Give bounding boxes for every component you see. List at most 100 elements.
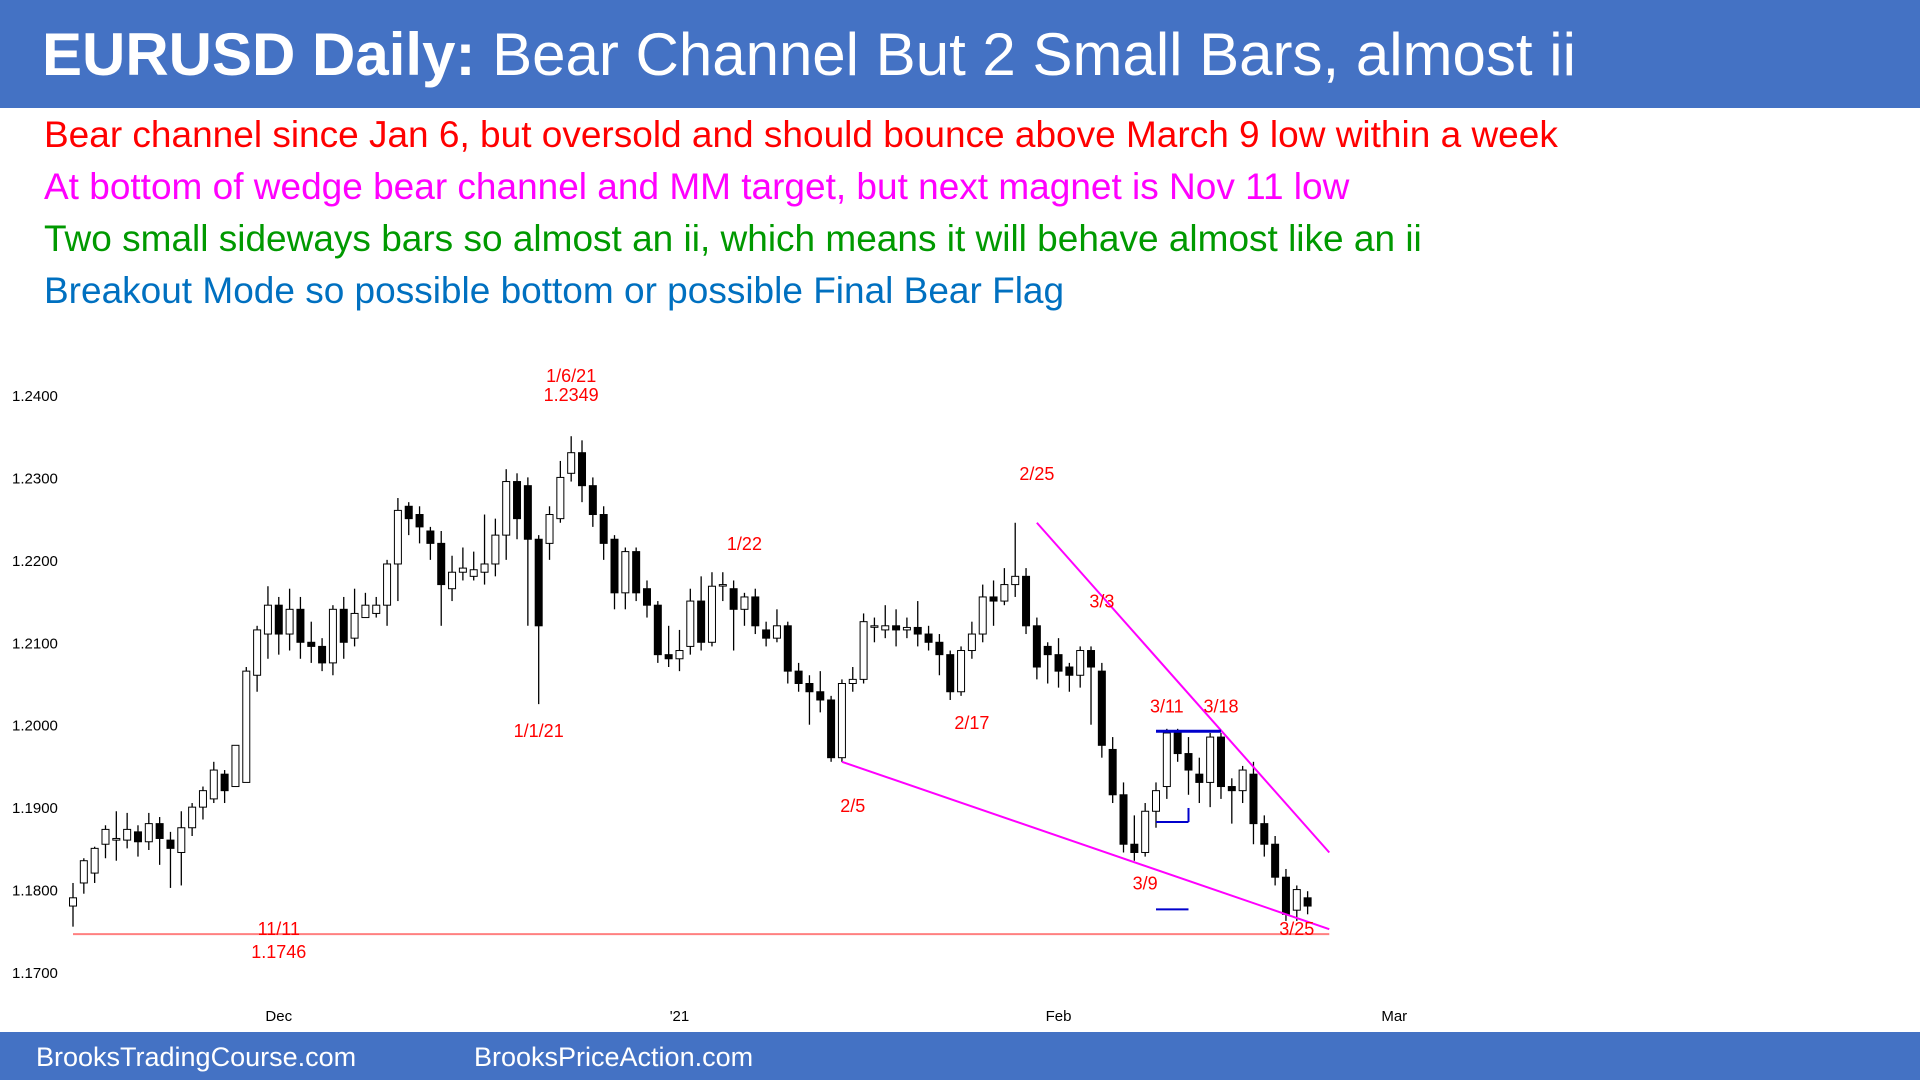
bear-candle — [827, 699, 836, 759]
y-tick-label: 1.2200 — [12, 553, 58, 570]
y-tick-label: 1.1800 — [12, 883, 58, 900]
bear-candle — [415, 514, 424, 528]
bear-candle — [946, 654, 955, 693]
y-tick-label: 1.2100 — [12, 635, 58, 652]
bear-candle — [913, 626, 922, 635]
bear-candle — [1216, 736, 1225, 788]
y-tick-label: 1.2000 — [12, 718, 58, 735]
bear-candle — [1130, 843, 1139, 853]
footer-banner: BrooksTradingCourse.com BrooksPriceActio… — [0, 1032, 1920, 1080]
bull-candle — [957, 650, 966, 693]
bear-candle — [751, 596, 760, 627]
chart-annotation: 2/17 — [954, 713, 989, 733]
title-symbol: EURUSD Daily: — [42, 21, 476, 88]
bull-candle — [188, 806, 197, 829]
bear-candle — [599, 514, 608, 544]
bear-candle — [437, 542, 446, 586]
bull-candle — [209, 769, 218, 800]
chart-annotation: 1/1/21 — [514, 721, 564, 741]
page-title: EURUSD Daily: Bear Channel But 2 Small B… — [42, 22, 1576, 88]
bear-candle — [642, 588, 651, 606]
chart-annotation: 2/5 — [840, 796, 865, 816]
chart-annotation: 1/22 — [727, 534, 762, 554]
bear-candle — [534, 538, 543, 627]
bull-candle — [837, 683, 846, 759]
bull-candle — [361, 604, 370, 619]
bull-candle — [90, 847, 99, 874]
bull-candle — [198, 790, 207, 808]
bear-candle — [1303, 897, 1312, 907]
bull-candle — [967, 633, 976, 652]
x-tick-label: Dec — [265, 1008, 292, 1025]
y-tick-label: 1.2300 — [12, 470, 58, 487]
bear-candle — [1108, 748, 1117, 796]
bull-candle — [1292, 889, 1301, 911]
bull-candle — [902, 626, 911, 631]
bear-candle — [935, 641, 944, 656]
bull-candle — [545, 514, 554, 544]
bull-candle — [740, 596, 749, 610]
bull-candle — [285, 608, 294, 635]
bear-candle — [166, 839, 175, 849]
wedge-lower-trendline — [841, 760, 1330, 931]
bear-candle — [1054, 654, 1063, 672]
chart-annotation: 3/9 — [1133, 874, 1158, 894]
bull-candle — [383, 563, 392, 606]
y-tick-label: 1.1900 — [12, 800, 58, 817]
bull-candle — [1011, 575, 1020, 586]
bull-candle — [144, 823, 153, 843]
bear-candle — [1281, 876, 1290, 915]
bull-candle — [480, 563, 489, 573]
bull-candle — [848, 678, 857, 685]
bull-candle — [1162, 732, 1171, 788]
chart-annotation: 1/6/21 — [546, 366, 596, 386]
bull-candle — [263, 604, 272, 635]
bull-candle — [1152, 790, 1160, 812]
y-tick-label: 1.1700 — [12, 965, 58, 982]
bear-candle — [426, 530, 435, 544]
x-tick-label: Mar — [1381, 1008, 1407, 1025]
bull-candle — [1206, 736, 1215, 783]
chart-annotation: 1.2349 — [544, 385, 599, 405]
bull-candle — [1141, 810, 1150, 853]
bear-candle — [783, 625, 792, 672]
footer-link-trading-course[interactable]: BrooksTradingCourse.com — [36, 1042, 357, 1072]
bull-candle — [393, 509, 402, 565]
bear-candle — [1249, 773, 1258, 825]
bull-candle — [870, 625, 879, 628]
bear-candle — [296, 608, 305, 643]
bull-candle — [718, 584, 727, 587]
bear-candle — [133, 831, 142, 843]
bull-candle — [177, 827, 186, 853]
bear-candle — [794, 670, 803, 685]
bear-candle — [155, 823, 164, 839]
bear-candle — [1032, 625, 1041, 668]
footer-link-price-action[interactable]: BrooksPriceAction.com — [474, 1042, 754, 1072]
chart-annotation: 3/18 — [1203, 696, 1238, 716]
bear-candle — [1065, 666, 1074, 676]
bear-candle — [989, 596, 998, 602]
note-line-4: Breakout Mode so possible bottom or poss… — [44, 270, 1065, 311]
bull-candle — [491, 534, 500, 565]
bear-candle — [653, 604, 662, 656]
bear-candle — [632, 551, 641, 594]
bear-candle — [523, 485, 532, 540]
bear-candle — [274, 604, 283, 635]
bear-candle — [664, 654, 673, 660]
title-description: Bear Channel But 2 Small Bars, almost ii — [475, 21, 1576, 88]
x-tick-label: '21 — [670, 1008, 690, 1025]
bull-candle — [372, 604, 381, 614]
bear-candle — [1087, 650, 1096, 668]
bear-candle — [924, 633, 933, 643]
chart-annotation: 3/11 — [1150, 696, 1184, 716]
bear-candle — [805, 683, 814, 693]
bear-candle — [1271, 843, 1280, 878]
wedge-upper-trendline — [1036, 522, 1331, 854]
bull-candle — [556, 476, 565, 520]
bull-candle — [253, 629, 262, 676]
bull-candle — [112, 837, 121, 841]
bear-candle — [892, 625, 901, 631]
bear-candle — [339, 608, 348, 643]
bear-candle — [220, 773, 229, 792]
bear-candle — [404, 505, 413, 520]
